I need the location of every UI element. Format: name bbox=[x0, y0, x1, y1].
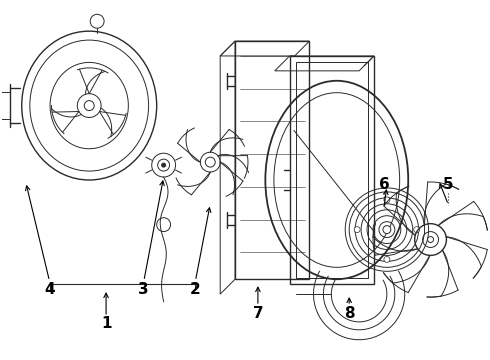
Circle shape bbox=[354, 227, 360, 233]
Text: 5: 5 bbox=[443, 177, 454, 193]
Text: 8: 8 bbox=[344, 306, 354, 321]
Circle shape bbox=[428, 237, 434, 243]
Text: 6: 6 bbox=[379, 177, 389, 193]
Text: 1: 1 bbox=[101, 316, 111, 332]
Circle shape bbox=[384, 256, 390, 262]
Text: 2: 2 bbox=[190, 282, 201, 297]
Text: 7: 7 bbox=[252, 306, 263, 321]
Circle shape bbox=[383, 226, 391, 234]
Text: 4: 4 bbox=[44, 282, 55, 297]
Circle shape bbox=[414, 227, 419, 233]
Text: 3: 3 bbox=[139, 282, 149, 297]
Circle shape bbox=[162, 163, 166, 167]
Circle shape bbox=[384, 197, 390, 203]
